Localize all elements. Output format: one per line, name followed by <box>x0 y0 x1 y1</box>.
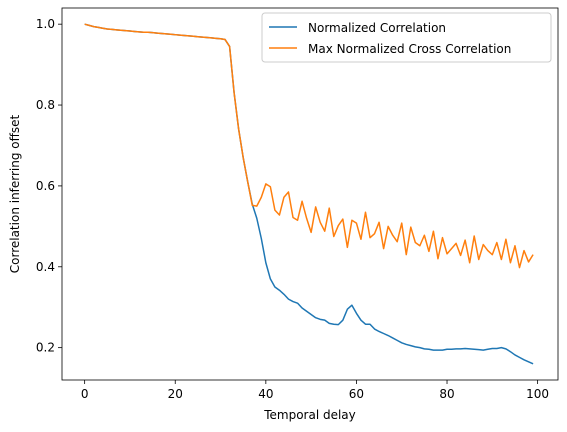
y-tick-label: 0.6 <box>36 179 55 193</box>
x-axis-ticks: 0 20 40 60 80 100 <box>81 380 549 401</box>
plot-area <box>61 7 559 381</box>
y-axis-ticks: 0.2 0.4 0.6 0.8 1.0 <box>36 17 62 355</box>
x-axis-label: Temporal delay <box>263 408 356 422</box>
legend: Normalized Correlation Max Normalized Cr… <box>261 12 552 63</box>
x-tick-label: 20 <box>168 387 183 401</box>
legend-label-normalized-correlation: Normalized Correlation <box>308 21 446 35</box>
x-tick-label: 0 <box>81 387 89 401</box>
series-line-max-normalized-cross-correlation <box>84 23 534 269</box>
series-lines <box>84 23 534 365</box>
x-tick-label: 40 <box>258 387 273 401</box>
x-tick-label: 60 <box>349 387 364 401</box>
y-tick-label: 0.8 <box>36 98 55 112</box>
legend-frame <box>261 12 552 63</box>
legend-label-max-normalized-cross-correlation: Max Normalized Cross Correlation <box>308 42 511 56</box>
axes-frame <box>61 7 559 381</box>
y-tick-label: 0.2 <box>36 341 55 355</box>
y-tick-label: 1.0 <box>36 17 55 31</box>
x-tick-label: 80 <box>439 387 454 401</box>
axes-background <box>62 8 558 380</box>
x-tick-label: 100 <box>526 387 549 401</box>
y-tick-label: 0.4 <box>36 260 55 274</box>
y-axis-label: Correlation inferring offset <box>8 114 22 273</box>
